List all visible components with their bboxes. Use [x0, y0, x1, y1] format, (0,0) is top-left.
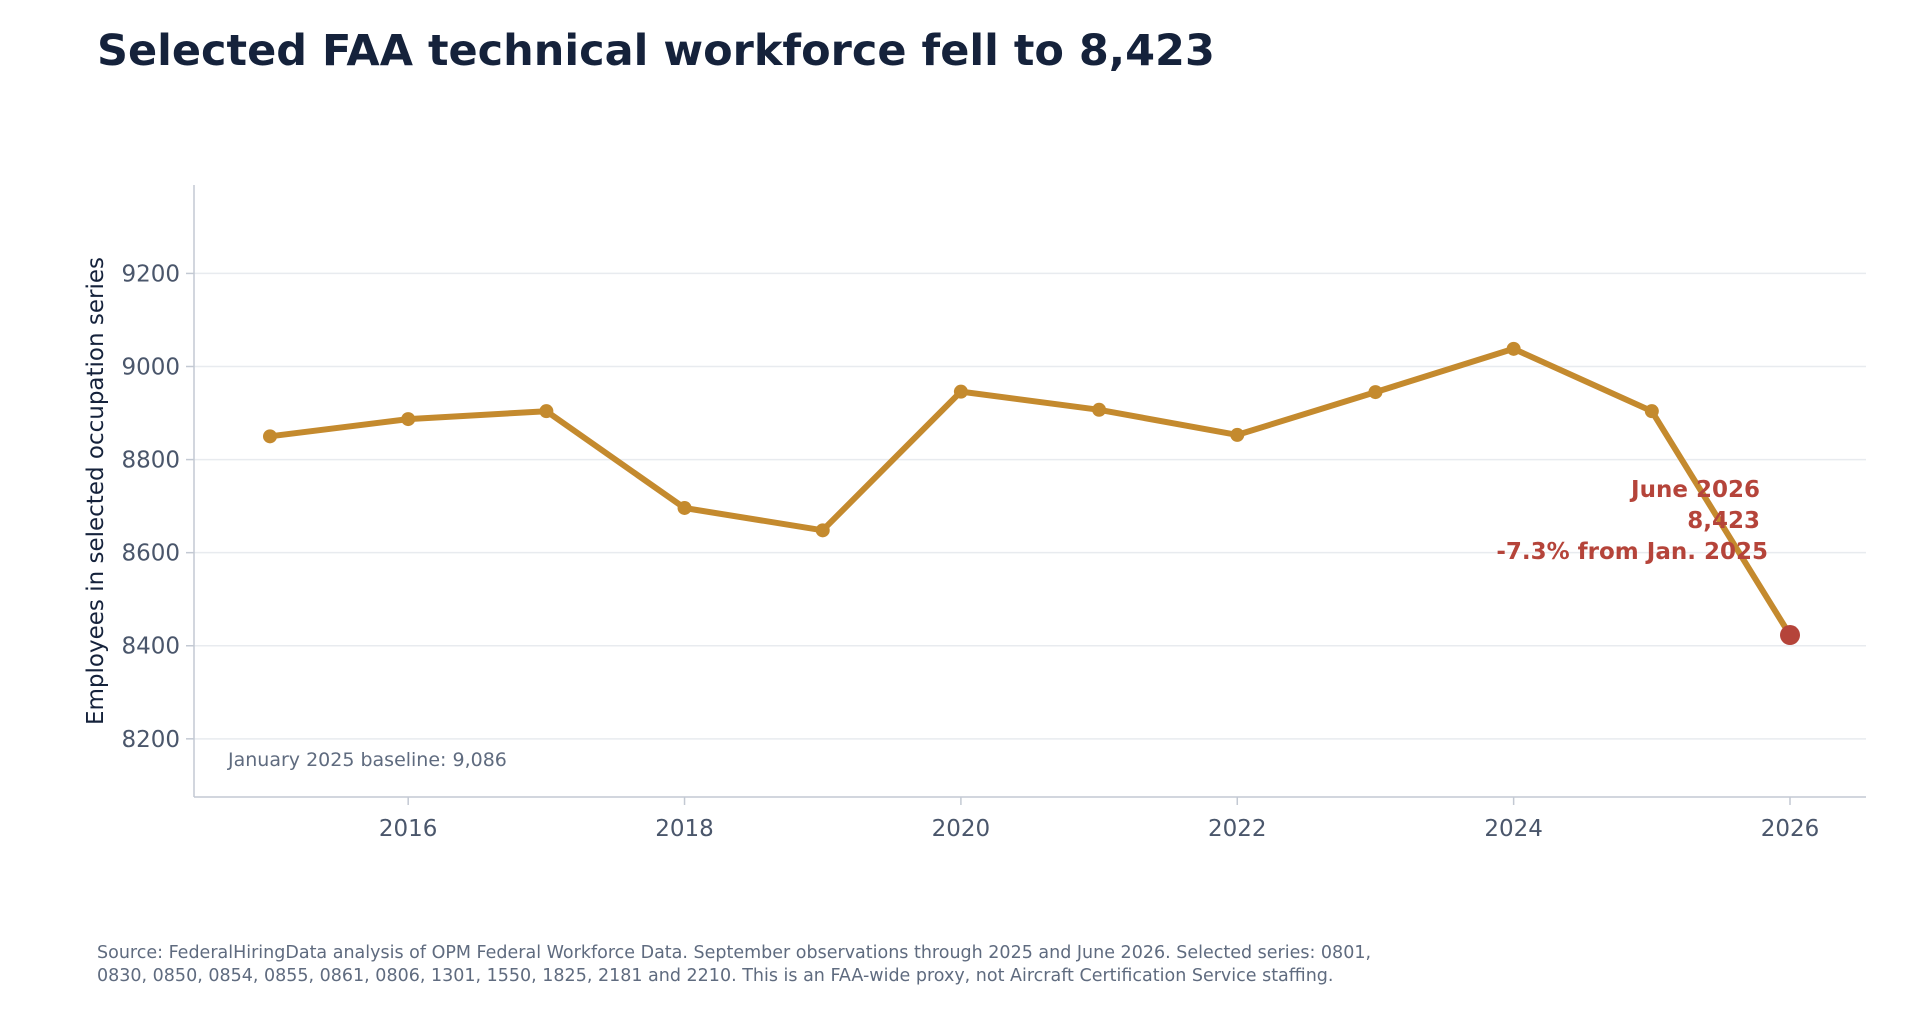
- x-tick-label-2020: 2020: [932, 816, 991, 842]
- data-point-2021: [1092, 402, 1107, 417]
- y-axis-ticks: 8200 8400 8600 8800 9000 9200: [121, 261, 194, 753]
- data-point-2026: [1780, 625, 1800, 646]
- series-line-workforce: [267, 345, 1793, 638]
- data-point-2020: [953, 384, 968, 399]
- callout-line-value: 8,423: [1687, 508, 1760, 534]
- data-points: [263, 341, 1800, 646]
- data-point-2018: [677, 500, 692, 515]
- data-point-2016: [401, 412, 416, 427]
- x-tick-label-2026: 2026: [1761, 816, 1820, 842]
- callout-annotation: June 2026 8,423 -7.3% from Jan. 2025: [1496, 477, 1768, 565]
- callout-line-change: -7.3% from Jan. 2025: [1496, 539, 1768, 565]
- data-point-2023: [1368, 385, 1383, 400]
- y-tick-label-8400: 8400: [121, 634, 180, 660]
- data-point-2022: [1230, 427, 1245, 442]
- gridlines: [194, 272, 1866, 740]
- source-note: Source: FederalHiringData analysis of OP…: [97, 943, 1372, 986]
- callout-line-date: June 2026: [1629, 477, 1760, 503]
- y-axis-title: Employees in selected occupation series: [83, 257, 109, 725]
- x-axis-ticks: 2016 2018 2020 2022 2024 2026: [379, 797, 1819, 842]
- data-point-2015: [263, 429, 277, 444]
- baseline-note: January 2025 baseline: 9,086: [227, 749, 507, 771]
- data-point-2024: [1506, 341, 1521, 356]
- y-tick-label-9200: 9200: [121, 261, 180, 287]
- chart-title: Selected FAA technical workforce fell to…: [97, 26, 1215, 76]
- x-tick-label-2016: 2016: [379, 816, 438, 842]
- x-tick-label-2024: 2024: [1484, 816, 1543, 842]
- y-tick-label-9000: 9000: [121, 355, 180, 381]
- data-point-2025: [1644, 404, 1659, 419]
- data-point-2019: [815, 523, 830, 538]
- data-point-2017: [539, 404, 554, 419]
- y-tick-label-8200: 8200: [121, 727, 180, 753]
- x-tick-label-2022: 2022: [1208, 816, 1267, 842]
- y-tick-label-8800: 8800: [121, 448, 180, 474]
- y-tick-label-8600: 8600: [121, 541, 180, 567]
- x-tick-label-2018: 2018: [655, 816, 714, 842]
